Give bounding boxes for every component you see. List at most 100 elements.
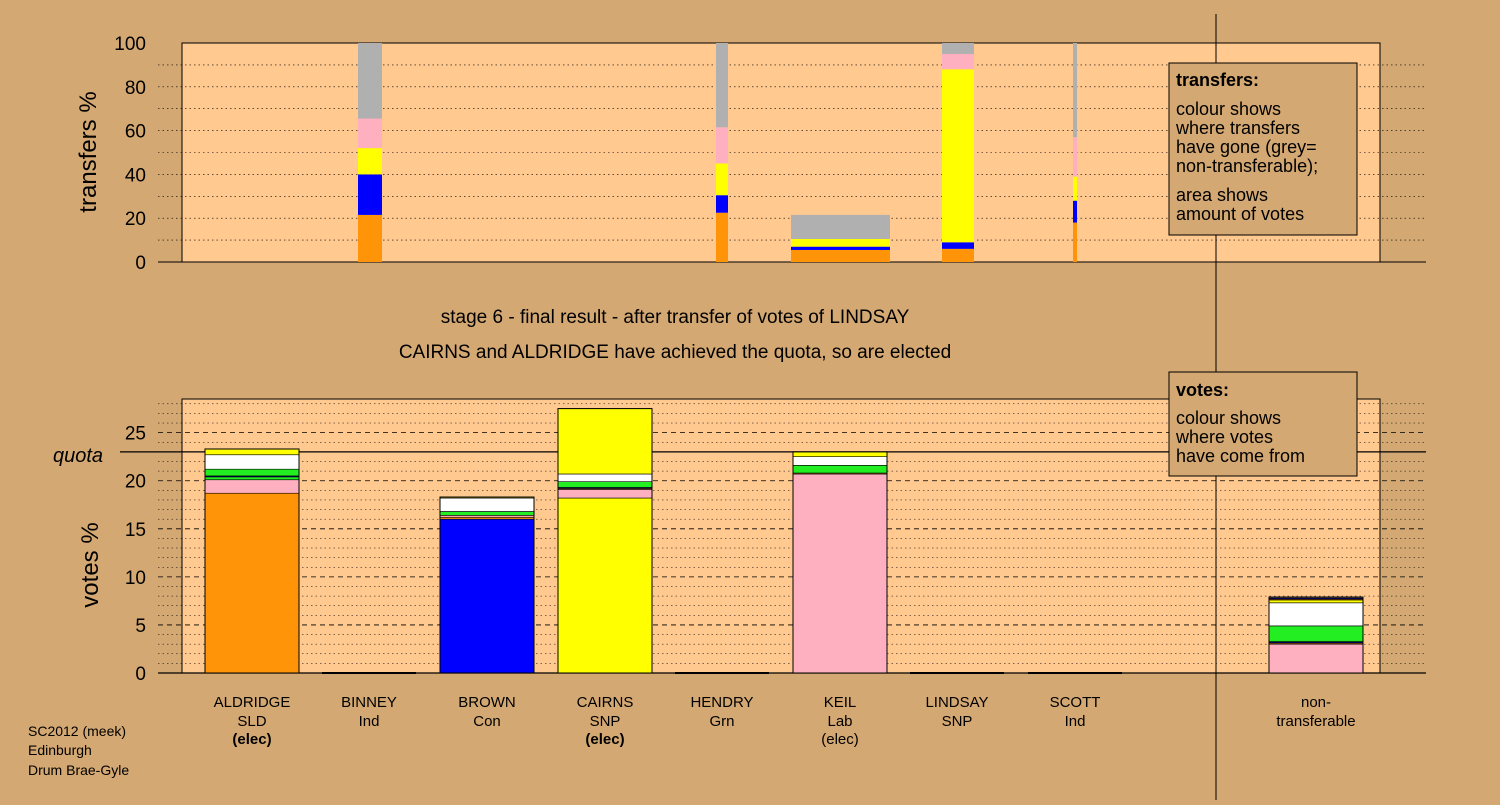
y-tick-label: 25	[125, 424, 146, 445]
transfers-bars	[358, 43, 1077, 262]
transfer-segment	[942, 43, 974, 54]
vote-segment	[204, 492, 300, 674]
vote-segment	[792, 465, 888, 474]
stage-title: stage 6 - final result - after transfer …	[441, 307, 910, 328]
votes-legend-line: colour shows	[1176, 408, 1281, 428]
candidate-name: LINDSAY	[925, 694, 988, 711]
votes-legend-line: have come from	[1176, 446, 1305, 466]
transfer-segment	[942, 242, 974, 249]
transfer-bar-keil	[791, 214, 890, 262]
votes-legend-box	[1168, 371, 1358, 477]
vote-segment	[439, 497, 535, 512]
transfer-segment	[791, 214, 890, 240]
transfer-segment	[791, 249, 890, 262]
transfers-y-axis: 0 20 40 60 80 100	[114, 34, 146, 274]
votes-legend-line: where votes	[1175, 427, 1273, 447]
vote-bar-aldridge	[204, 448, 300, 674]
y-tick-label: 0	[135, 253, 146, 274]
y-tick-label: 20	[125, 209, 146, 230]
vote-segment	[1268, 602, 1364, 627]
y-tick-label: 10	[125, 568, 146, 589]
elected-note: (elec)	[585, 731, 624, 748]
candidate-name: BROWN	[458, 694, 516, 711]
footer-ward: Drum Brae-Gyle	[28, 762, 129, 778]
vote-bar-cairns	[557, 408, 653, 674]
votes-y-axis-label: votes %	[77, 522, 104, 607]
candidate-party: Con	[473, 713, 501, 730]
candidate-name: ALDRIDGE	[214, 694, 291, 711]
transfers-legend-box	[1168, 62, 1358, 236]
transfer-segment	[716, 195, 728, 213]
candidate-party: SNP	[590, 713, 621, 730]
vote-segment	[204, 468, 300, 477]
candidate-name: HENDRY	[690, 694, 753, 711]
vote-segment	[792, 456, 888, 466]
vote-bar-outline	[439, 496, 535, 674]
y-tick-label: 0	[135, 664, 146, 685]
footer-region: Edinburgh	[28, 742, 92, 758]
vote-segment	[204, 476, 300, 481]
transfers-legend-line: area shows	[1176, 185, 1268, 205]
y-tick-label: 15	[125, 520, 146, 541]
transfer-bar-hendry	[716, 43, 728, 262]
transfers-legend-line: non-transferable);	[1176, 156, 1318, 176]
stage-subtitle: CAIRNS and ALDRIDGE have achieved the qu…	[399, 342, 951, 363]
candidate-party: Ind	[1065, 713, 1086, 730]
y-tick-label: 20	[125, 472, 146, 493]
transfer-segment	[1073, 43, 1077, 138]
candidate-party: SNP	[942, 713, 973, 730]
transfer-segment	[791, 246, 890, 250]
vote-segment	[1268, 625, 1364, 642]
transfers-legend-title: transfers:	[1176, 70, 1259, 90]
transfer-segment	[358, 148, 382, 175]
vote-bar-outline	[557, 408, 653, 674]
y-tick-label: 5	[135, 616, 146, 637]
candidate-name: BINNEY	[341, 694, 397, 711]
vote-bar-non	[1268, 596, 1364, 674]
vote-segment	[439, 511, 535, 516]
transfer-segment	[791, 239, 890, 247]
elected-note: (elec)	[821, 731, 859, 748]
transfer-segment	[358, 214, 382, 262]
transfers-legend-line: have gone (grey=	[1176, 137, 1317, 157]
candidate-party: Grn	[709, 713, 734, 730]
transfer-segment	[1073, 222, 1077, 262]
transfers-legend-line: amount of votes	[1176, 204, 1304, 224]
transfer-segment	[716, 212, 728, 262]
vote-bar-outline	[204, 448, 300, 674]
transfers-legend-line: where transfers	[1175, 118, 1300, 138]
transfer-segment	[716, 163, 728, 196]
transfer-segment	[1073, 137, 1077, 177]
y-tick-label: 80	[125, 78, 146, 99]
vote-segment	[557, 497, 653, 674]
transfer-segment	[942, 69, 974, 243]
votes-bars	[204, 408, 1364, 674]
vote-segment	[792, 473, 888, 674]
y-tick-label: 100	[114, 34, 146, 55]
transfer-segment	[1073, 200, 1077, 223]
candidate-party: transferable	[1276, 713, 1355, 730]
transfer-segment	[358, 118, 382, 149]
votes-x-axis-labels: ALDRIDGESLD(elec)BINNEYIndBROWNConCAIRNS…	[214, 694, 1356, 748]
vote-segment	[557, 408, 653, 475]
candidate-name: CAIRNS	[577, 694, 634, 711]
footer-source: SC2012 (meek)	[28, 723, 126, 739]
vote-segment	[792, 451, 888, 457]
candidate-name: SCOTT	[1050, 694, 1101, 711]
quota-label: quota	[53, 445, 103, 467]
transfer-segment	[942, 248, 974, 262]
candidate-name: KEIL	[824, 694, 857, 711]
vote-segment	[1268, 597, 1364, 600]
candidate-name: non-	[1301, 694, 1331, 711]
transfer-segment	[358, 43, 382, 119]
vote-segment	[557, 481, 653, 488]
transfer-segment	[1073, 176, 1077, 201]
vote-segment	[439, 518, 535, 674]
transfer-bar-cairns	[942, 43, 974, 262]
elected-note: (elec)	[232, 731, 271, 748]
votes-legend-title: votes:	[1176, 380, 1229, 400]
vote-segment	[204, 454, 300, 470]
vote-bar-keil	[792, 451, 888, 674]
votes-y-axis: 0 5 10 15 20 25	[125, 424, 146, 685]
